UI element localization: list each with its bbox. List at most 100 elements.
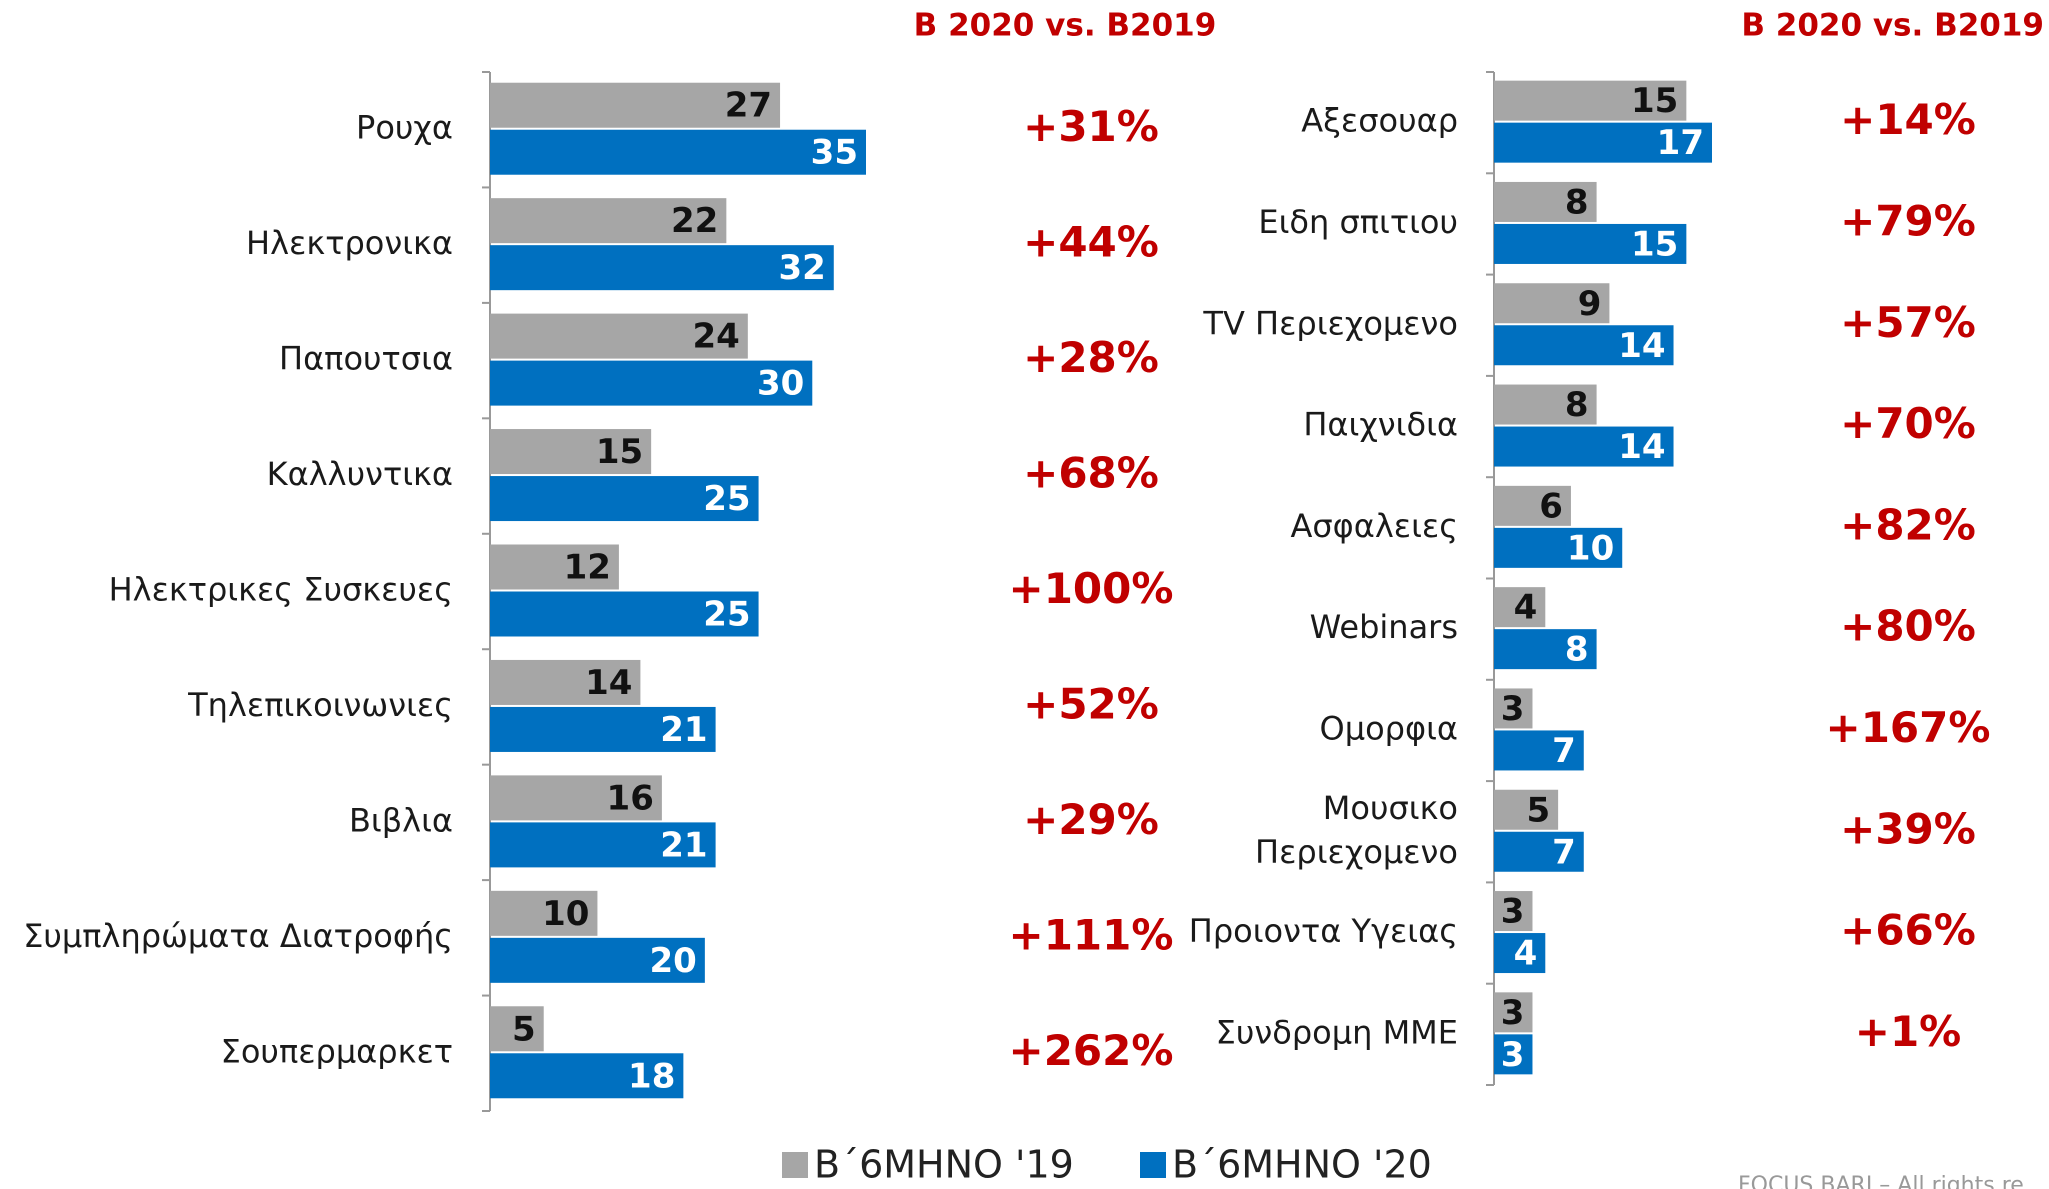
category-label: TV Περιεχομενο (1202, 304, 1458, 342)
value-label: 3 (1501, 892, 1525, 932)
change-label: +262% (1009, 1026, 1174, 1075)
bar (490, 706, 716, 752)
bar (1494, 992, 1533, 1033)
value-label: 21 (660, 710, 707, 750)
value-label: 4 (1514, 588, 1538, 628)
change-label: +100% (1009, 564, 1174, 613)
bar (1494, 688, 1533, 729)
value-label: 25 (703, 595, 750, 635)
value-label: 4 (1514, 934, 1538, 974)
change-label: +28% (1023, 333, 1159, 382)
value-label: 27 (725, 86, 772, 126)
change-label: +79% (1840, 196, 1976, 245)
category-label: Ασφαλειες (1290, 507, 1458, 545)
value-label: 8 (1565, 385, 1589, 425)
category-label: Βιβλια (349, 801, 453, 839)
bar (1494, 384, 1597, 425)
bar (1494, 426, 1674, 467)
bar (490, 82, 781, 128)
change-label: +31% (1023, 102, 1159, 151)
value-label: 15 (596, 432, 643, 472)
category-label: Προιοντα Υγειας (1189, 912, 1458, 950)
category-label: Ηλεκτρικες Συσκευες (109, 571, 453, 609)
bar (1494, 587, 1546, 628)
bar (490, 313, 748, 359)
value-label: 3 (1501, 993, 1525, 1033)
bar (490, 659, 641, 705)
change-label: +80% (1840, 602, 1976, 651)
bar (490, 429, 652, 475)
category-label: Ηλεκτρονικα (246, 224, 453, 262)
category-label: Συμπληρώματα Διατροφής (23, 917, 453, 955)
category-label: Αξεσουαρ (1301, 102, 1458, 140)
value-label: 3 (1501, 1035, 1525, 1075)
value-label: 17 (1657, 123, 1704, 163)
change-label: +68% (1023, 449, 1159, 498)
category-label: Παπουτσια (279, 340, 453, 378)
bar (1494, 80, 1687, 121)
change-label: +66% (1840, 906, 1976, 955)
bar (1494, 122, 1712, 163)
category-label: Συνδρομη ΜΜΕ (1216, 1013, 1458, 1051)
bar (1494, 223, 1687, 264)
category-label: Παιχνιδια (1303, 406, 1458, 444)
value-label: 12 (564, 548, 611, 588)
category-label: Μουσικο Περιεχομενο (1255, 789, 1458, 871)
value-label: 8 (1565, 630, 1589, 670)
change-label: +57% (1840, 298, 1976, 347)
value-label: 10 (1567, 528, 1614, 568)
value-label: 32 (778, 248, 825, 288)
value-label: 8 (1565, 182, 1589, 222)
bar (490, 591, 759, 637)
legend-label: Β΄6ΜΗΝΟ '20 (1172, 1143, 1432, 1187)
value-label: 16 (607, 778, 654, 818)
bar (490, 245, 834, 291)
category-label: Σουπερμαρκετ (221, 1032, 453, 1070)
bar (1494, 485, 1571, 526)
bar (490, 544, 619, 590)
value-label: 14 (1618, 326, 1665, 366)
value-label: 6 (1539, 486, 1563, 526)
bar (490, 775, 662, 821)
value-label: 18 (628, 1056, 675, 1096)
category-label: Ειδη σπιτιου (1258, 203, 1458, 241)
change-label: +82% (1840, 500, 1976, 549)
change-label: +44% (1023, 218, 1159, 267)
header: B 2020 vs. B2019 (1741, 8, 2044, 44)
change-label: +1% (1855, 1007, 1962, 1056)
bar (1494, 629, 1597, 670)
change-label: +39% (1840, 804, 1976, 853)
bar (1494, 831, 1584, 872)
value-label: 14 (1618, 427, 1665, 467)
category-label: Ρουχα (356, 109, 453, 147)
value-label: 25 (703, 479, 750, 519)
change-label: +167% (1826, 703, 1991, 752)
value-label: 20 (650, 941, 697, 981)
bar (490, 822, 716, 868)
bar (1494, 181, 1597, 222)
value-label: 9 (1578, 284, 1602, 324)
value-label: 7 (1552, 832, 1576, 872)
legend-label: Β΄6ΜΗΝΟ '19 (814, 1143, 1074, 1187)
bar (490, 476, 759, 522)
category-label: Τηλεπικοινωνιες (187, 686, 453, 724)
bar (490, 360, 813, 406)
value-label: 14 (585, 663, 632, 703)
value-label: 15 (1631, 81, 1678, 121)
value-label: 22 (671, 201, 718, 241)
category-label: Καλλυντικα (267, 455, 453, 493)
bar (490, 129, 866, 175)
value-label: 30 (757, 364, 804, 404)
bar (490, 937, 705, 983)
bar (1494, 1034, 1533, 1075)
value-label: 21 (660, 825, 707, 865)
footer: FOCUS BARI – All rights re (1738, 1173, 2024, 1189)
bar (490, 198, 727, 244)
legend-swatch (1140, 1152, 1166, 1178)
bar (1494, 283, 1610, 324)
category-label: Webinars (1310, 608, 1458, 646)
value-label: 5 (512, 1009, 536, 1049)
value-label: 5 (1526, 790, 1550, 830)
